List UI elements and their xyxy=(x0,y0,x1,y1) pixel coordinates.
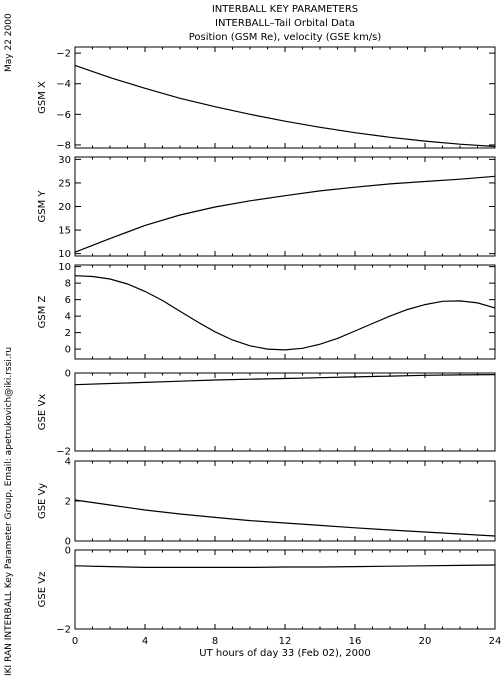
series-line xyxy=(74,499,496,537)
y-tick-label: −2 xyxy=(56,447,71,458)
panel-frame xyxy=(74,264,496,360)
y-axis-label: GSM Z xyxy=(37,295,48,328)
y-tick-label: 2 xyxy=(65,328,71,339)
header-description: Position (GSM Re), velocity (GSE km/s) xyxy=(188,32,382,43)
y-tick-label: 0 xyxy=(65,537,71,548)
panel-frame xyxy=(74,372,496,452)
y-tick-label: 10 xyxy=(58,249,71,260)
series-line xyxy=(74,64,496,148)
y-tick-label: −2 xyxy=(56,49,71,60)
y-tick-label: 20 xyxy=(58,202,71,213)
y-tick-label: 10 xyxy=(58,262,71,273)
header-subtitle: INTERBALL–Tail Orbital Data xyxy=(215,18,355,29)
series-line xyxy=(74,275,496,351)
y-axis-label: GSE Vz xyxy=(37,572,48,608)
x-tick-label: 20 xyxy=(419,636,432,647)
y-tick-label: 4 xyxy=(65,457,71,468)
y-tick-label: 2 xyxy=(65,497,71,508)
y-tick-label: 0 xyxy=(65,345,71,356)
x-tick-label: 12 xyxy=(279,636,292,647)
y-tick-label: 15 xyxy=(58,226,71,237)
y-tick-label: −8 xyxy=(56,140,71,151)
y-tick-label: 25 xyxy=(58,178,71,189)
y-tick-label: −6 xyxy=(56,110,71,121)
y-axis-label: GSM Y xyxy=(37,190,48,223)
series-line xyxy=(74,175,496,253)
x-tick-label: 0 xyxy=(72,636,78,647)
panel-frame xyxy=(74,460,496,542)
x-tick-label: 4 xyxy=(142,636,148,647)
y-tick-label: 8 xyxy=(65,279,71,290)
y-tick-label: 0 xyxy=(65,369,71,380)
panel-frame xyxy=(74,549,496,630)
x-tick-label: 16 xyxy=(349,636,362,647)
y-tick-label: 0 xyxy=(65,546,71,557)
y-axis-label: GSE Vy xyxy=(37,483,48,519)
panel-frame xyxy=(74,156,496,257)
x-axis-label: UT hours of day 33 (Feb 02), 2000 xyxy=(199,648,371,659)
header-title: INTERBALL KEY PARAMETERS xyxy=(211,4,359,15)
y-tick-label: −4 xyxy=(56,79,71,90)
series-line xyxy=(74,374,496,386)
y-tick-label: 4 xyxy=(65,312,71,323)
y-tick-label: 6 xyxy=(65,295,71,306)
y-tick-label: 30 xyxy=(58,155,71,166)
panel-frame xyxy=(74,46,496,149)
y-axis-label: GSM X xyxy=(37,81,48,114)
y-axis-label: GSE Vx xyxy=(37,394,48,430)
series-line xyxy=(74,564,496,569)
x-tick-label: 24 xyxy=(489,636,502,647)
x-tick-label: 8 xyxy=(212,636,218,647)
y-tick-label: −2 xyxy=(56,625,71,636)
